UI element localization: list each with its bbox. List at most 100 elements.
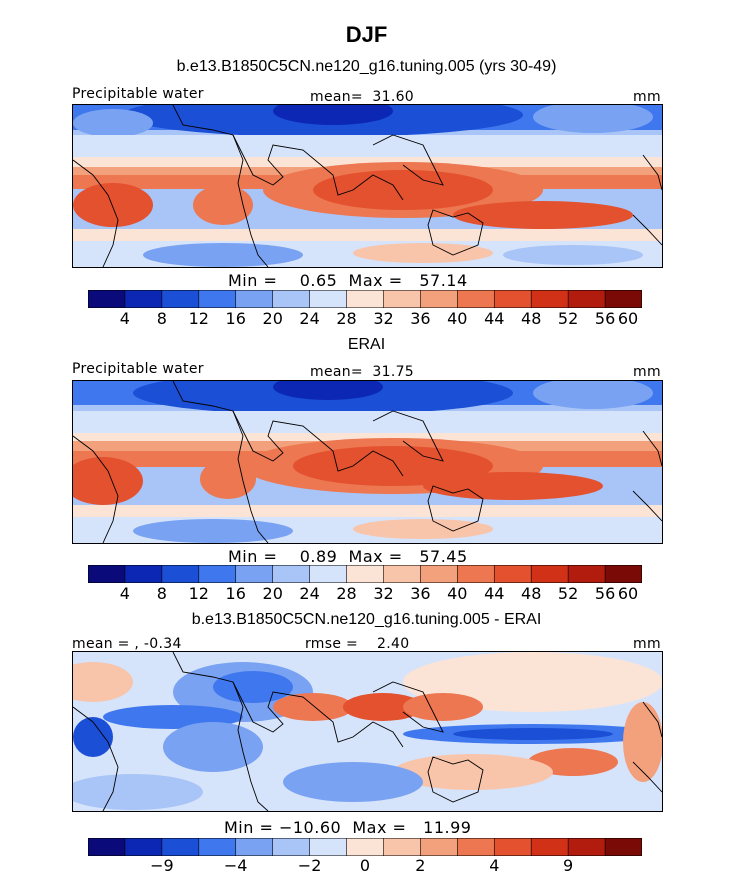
panel-2-title: ERAI bbox=[347, 336, 386, 353]
colorbar-swatch bbox=[383, 838, 421, 856]
colorbar-swatch bbox=[568, 565, 606, 583]
colorbar-tick: 56 bbox=[594, 584, 616, 603]
colorbar-tick: 40 bbox=[447, 309, 468, 328]
colorbar-swatch bbox=[124, 565, 163, 583]
colorbar-swatch bbox=[272, 565, 311, 583]
colorbar-tick: 8 bbox=[156, 584, 167, 603]
colorbar-swatch bbox=[568, 838, 606, 856]
colorbar-tick: 36 bbox=[410, 584, 431, 603]
colorbar-tick: 16 bbox=[225, 584, 246, 603]
colorbar-swatch bbox=[457, 290, 495, 308]
colorbar-swatch bbox=[161, 838, 200, 856]
panel-3-map bbox=[72, 651, 663, 812]
colorbar-swatch bbox=[272, 290, 311, 308]
panel-1-map bbox=[72, 104, 663, 268]
colorbar-swatch bbox=[309, 838, 348, 856]
panel-3-mean-label: mean = , -0.34 bbox=[72, 636, 182, 652]
colorbar-tick: 4 bbox=[489, 856, 500, 875]
colorbar-tick: 52 bbox=[557, 309, 579, 328]
panel-2-units-label: mm bbox=[633, 364, 661, 380]
colorbar-swatch bbox=[531, 565, 569, 583]
colorbar-swatch bbox=[124, 290, 163, 308]
panel-3-colorbar bbox=[87, 837, 643, 857]
page-title: DJF bbox=[345, 22, 388, 47]
panel-3-units-label: mm bbox=[633, 636, 661, 652]
colorbar-tick: 36 bbox=[410, 309, 431, 328]
colorbar-tick: 48 bbox=[521, 309, 542, 328]
colorbar-swatch bbox=[346, 290, 384, 308]
colorbar-tick: 12 bbox=[188, 584, 209, 603]
colorbar-swatch bbox=[420, 838, 458, 856]
colorbar-swatch bbox=[235, 565, 274, 583]
colorbar-swatch bbox=[88, 290, 126, 308]
colorbar-tick: 0 bbox=[359, 856, 371, 875]
colorbar-tick: 20 bbox=[262, 309, 283, 328]
colorbar-swatch bbox=[531, 838, 569, 856]
panel-1-variable-label: Precipitable water bbox=[72, 86, 204, 102]
colorbar-swatch bbox=[235, 290, 274, 308]
colorbar-swatch bbox=[161, 290, 200, 308]
colorbar-tick: −2 bbox=[297, 856, 322, 875]
colorbar-swatch bbox=[124, 838, 163, 856]
colorbar-swatch bbox=[494, 838, 532, 856]
colorbar-tick: 60 bbox=[617, 584, 639, 603]
colorbar-tick: 40 bbox=[447, 584, 468, 603]
colorbar-tick: 4 bbox=[119, 309, 130, 328]
colorbar-tick: 20 bbox=[262, 584, 283, 603]
panel-1-colorbar bbox=[87, 289, 643, 309]
colorbar-swatch bbox=[605, 838, 643, 856]
panel-2-minmax: Min = 0.89 Max = 57.45 bbox=[228, 547, 468, 566]
colorbar-tick: 44 bbox=[484, 584, 505, 603]
colorbar-swatch bbox=[161, 565, 200, 583]
colorbar-tick: 8 bbox=[156, 309, 167, 328]
panel-1-units-label: mm bbox=[633, 89, 661, 105]
colorbar-swatch bbox=[88, 838, 126, 856]
colorbar-swatch bbox=[457, 838, 495, 856]
colorbar-swatch bbox=[494, 290, 532, 308]
colorbar-swatch bbox=[272, 838, 311, 856]
colorbar-swatch bbox=[309, 290, 348, 308]
colorbar-swatch bbox=[605, 565, 643, 583]
panel-2-colorbar-ticks: 4 8 12 16 20 24 28 32 36 40 44 48 52 56 … bbox=[88, 584, 642, 604]
colorbar-swatch bbox=[198, 565, 237, 583]
colorbar-tick: 60 bbox=[617, 309, 639, 328]
colorbar-swatch bbox=[568, 290, 606, 308]
colorbar-swatch bbox=[383, 290, 421, 308]
colorbar-tick: 56 bbox=[594, 309, 616, 328]
panel-2-colorbar bbox=[87, 564, 643, 584]
panel-3-minmax: Min = −10.60 Max = 11.99 bbox=[224, 818, 472, 837]
colorbar-swatch bbox=[494, 565, 532, 583]
panel-2-mean-label: mean= 31.75 bbox=[310, 364, 415, 380]
colorbar-tick: 52 bbox=[557, 584, 579, 603]
colorbar-swatch bbox=[346, 565, 384, 583]
colorbar-tick: 24 bbox=[299, 309, 320, 328]
colorbar-tick: 9 bbox=[563, 856, 574, 875]
colorbar-tick: 32 bbox=[373, 309, 394, 328]
colorbar-tick: 48 bbox=[521, 584, 542, 603]
panel-1-mean-label: mean= 31.60 bbox=[310, 89, 415, 105]
colorbar-swatch bbox=[346, 838, 384, 856]
colorbar-tick: 44 bbox=[484, 309, 505, 328]
colorbar-tick: −4 bbox=[223, 856, 248, 875]
colorbar-swatch bbox=[605, 290, 643, 308]
colorbar-swatch bbox=[457, 565, 495, 583]
colorbar-tick: 2 bbox=[415, 856, 426, 875]
panel-1-title: b.e13.B1850C5CN.ne120_g16.tuning.005 (yr… bbox=[176, 58, 557, 75]
panel-1-minmax: Min = 0.65 Max = 57.14 bbox=[228, 271, 468, 290]
colorbar-swatch bbox=[420, 290, 458, 308]
panel-2-variable-label: Precipitable water bbox=[72, 361, 204, 377]
colorbar-tick: 12 bbox=[188, 309, 209, 328]
colorbar-tick: 32 bbox=[373, 584, 394, 603]
panel-3-title: b.e13.B1850C5CN.ne120_g16.tuning.005 - E… bbox=[191, 611, 542, 628]
colorbar-swatch bbox=[88, 565, 126, 583]
colorbar-tick: −9 bbox=[150, 856, 174, 875]
panel-3-rmse-label: rmse = 2.40 bbox=[305, 636, 410, 652]
colorbar-swatch bbox=[198, 838, 237, 856]
panel-2-map bbox=[72, 380, 663, 544]
panel-1-colorbar-ticks: 4 8 12 16 20 24 28 32 36 40 44 48 52 56 … bbox=[88, 309, 642, 329]
colorbar-tick: 28 bbox=[336, 309, 357, 328]
panel-3-colorbar-ticks: −9 −4 −2 0 2 4 9 bbox=[88, 856, 642, 876]
colorbar-swatch bbox=[383, 565, 421, 583]
colorbar-tick: 16 bbox=[225, 309, 246, 328]
colorbar-tick: 24 bbox=[299, 584, 320, 603]
